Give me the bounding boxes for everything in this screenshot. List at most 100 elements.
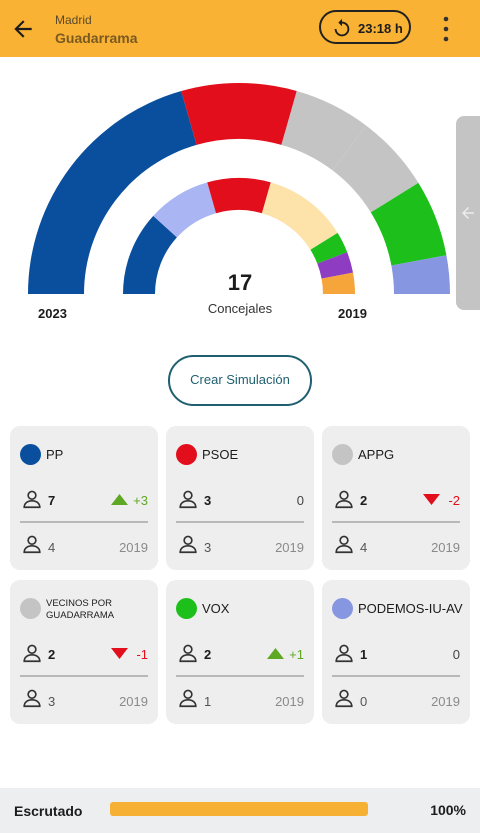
previous-seats: 1 (204, 694, 212, 709)
inner-ring-2019 (123, 178, 355, 294)
inner-segment-1 (153, 182, 217, 238)
previous-year: 2019 (119, 694, 148, 709)
total-seats-label: Concejales (207, 301, 273, 316)
previous-seats: 4 (48, 540, 56, 555)
refresh-time-button[interactable]: 23:18 h (319, 10, 411, 44)
person-icon (23, 644, 41, 663)
card-divider (20, 521, 148, 523)
year-current-label: 2023 (38, 306, 67, 321)
top-app-bar: Madrid Guadarrama 23:18 h (0, 0, 480, 57)
person-icon (23, 689, 41, 708)
person-icon (179, 535, 197, 554)
person-icon (179, 490, 197, 509)
previous-year: 2019 (431, 694, 460, 709)
seat-change: 0 (452, 647, 460, 662)
inner-segment-0 (123, 215, 177, 294)
update-time: 23:18 h (358, 21, 403, 36)
party-seats: 2 (204, 647, 212, 662)
party-card[interactable]: PSOE 3 0 3 2019 (166, 426, 314, 570)
up-triangle-icon (267, 648, 284, 659)
person-icon (23, 535, 41, 554)
up-triangle-icon (111, 494, 128, 505)
counted-label: Escrutado (14, 803, 83, 819)
counted-progress-fill (110, 802, 368, 816)
create-simulation-button[interactable]: Crear Simulación (168, 355, 312, 406)
previous-seats: 3 (48, 694, 56, 709)
seat-change: +3 (133, 493, 148, 508)
party-name: PODEMOS-IU-AV (358, 601, 463, 616)
inner-segment-5 (317, 252, 354, 279)
party-card[interactable]: VECINOS POR GUADARRAMA 2 -1 3 2019 (10, 580, 158, 724)
party-color-dot (332, 444, 353, 465)
down-triangle-icon (423, 494, 440, 505)
card-divider (176, 521, 304, 523)
party-seats: 2 (360, 493, 368, 508)
party-color-dot (176, 444, 197, 465)
card-divider (20, 675, 148, 677)
party-name: PP (46, 447, 64, 462)
person-icon (335, 644, 353, 663)
card-divider (332, 675, 460, 677)
inner-segment-3 (261, 182, 338, 250)
seat-change: +1 (289, 647, 304, 662)
counted-progress-bar (110, 802, 368, 816)
person-icon (23, 490, 41, 509)
previous-seats: 3 (204, 540, 212, 555)
previous-seats: 4 (360, 540, 368, 555)
party-color-dot (176, 598, 197, 619)
party-name: VECINOS POR GUADARRAMA (46, 598, 115, 621)
person-icon (179, 689, 197, 708)
outer-ring-2023 (28, 83, 450, 294)
party-seats: 2 (48, 647, 56, 662)
outer-segment-2 (281, 91, 367, 171)
party-name: APPG (358, 447, 395, 462)
party-seats: 3 (204, 493, 212, 508)
party-card[interactable]: APPG 2 -2 4 2019 (322, 426, 470, 570)
back-arrow-icon[interactable] (10, 16, 36, 42)
outer-segment-1 (181, 83, 297, 145)
previous-year: 2019 (119, 540, 148, 555)
card-divider (176, 675, 304, 677)
outer-segment-3 (332, 125, 419, 213)
person-icon (335, 535, 353, 554)
inner-segment-4 (310, 232, 348, 264)
outer-segment-0 (28, 91, 197, 294)
previous-seats: 0 (360, 694, 368, 709)
party-card[interactable]: VOX 2 +1 1 2019 (166, 580, 314, 724)
inner-segment-2 (207, 178, 271, 214)
card-divider (332, 521, 460, 523)
previous-year: 2019 (431, 540, 460, 555)
side-panel-tab[interactable] (456, 116, 480, 310)
counted-footer: Escrutado 100% (0, 788, 480, 833)
down-triangle-icon (111, 648, 128, 659)
municipality-title: Guadarrama (55, 30, 138, 46)
party-seats: 1 (360, 647, 368, 662)
party-color-dot (20, 598, 41, 619)
outer-segment-5 (391, 255, 450, 294)
party-card[interactable]: PODEMOS-IU-AV 1 0 0 2019 (322, 580, 470, 724)
person-icon (335, 689, 353, 708)
year-previous-label: 2019 (338, 306, 367, 321)
person-icon (335, 490, 353, 509)
seat-change: -2 (448, 493, 460, 508)
seat-change: -1 (136, 647, 148, 662)
party-name: PSOE (202, 447, 239, 462)
party-color-dot (20, 444, 41, 465)
party-name: VOX (202, 601, 230, 616)
seats-hemicycle-chart (28, 83, 450, 294)
total-seats: 17 (227, 270, 253, 295)
person-icon (179, 644, 197, 663)
seat-change: 0 (296, 493, 304, 508)
region-label: Madrid (55, 13, 92, 27)
refresh-icon (334, 18, 350, 37)
more-options-icon[interactable] (438, 14, 454, 44)
counted-percent: 100% (430, 802, 466, 818)
previous-year: 2019 (275, 540, 304, 555)
party-card[interactable]: PP 7 +3 4 2019 (10, 426, 158, 570)
previous-year: 2019 (275, 694, 304, 709)
arrow-left-icon (462, 207, 474, 219)
party-seats: 7 (48, 493, 56, 508)
outer-segment-4 (370, 182, 447, 266)
inner-segment-6 (321, 272, 355, 294)
party-color-dot (332, 598, 353, 619)
